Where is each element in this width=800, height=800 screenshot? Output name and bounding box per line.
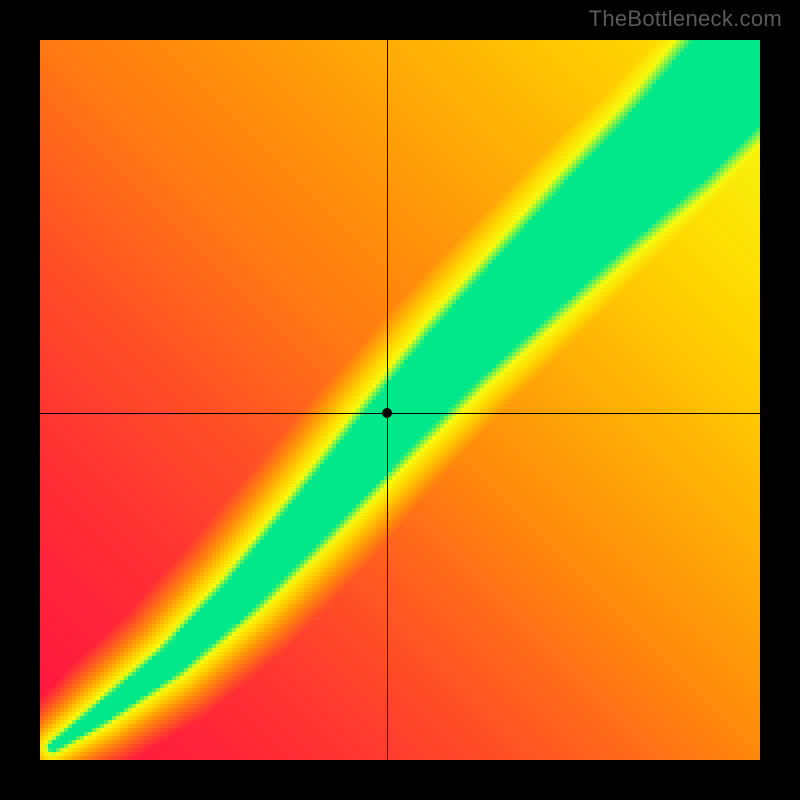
crosshair-horizontal <box>40 413 760 414</box>
chart-container: TheBottleneck.com <box>0 0 800 800</box>
crosshair-vertical <box>387 40 388 760</box>
plot-area <box>40 40 760 760</box>
data-point-marker <box>382 408 392 418</box>
watermark-text: TheBottleneck.com <box>589 6 782 32</box>
heatmap-canvas <box>40 40 760 760</box>
